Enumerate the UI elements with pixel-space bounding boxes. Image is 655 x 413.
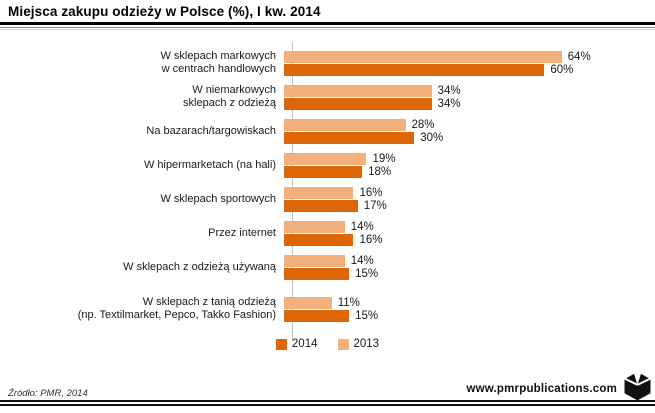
- bar-row-2014: 15%: [284, 267, 655, 280]
- category-group: W hipermarketach (na hali) 19% 18%: [0, 148, 655, 182]
- bar-row-2013: 11%: [284, 296, 655, 309]
- value-label-2014: 17%: [363, 199, 387, 212]
- bar-2014: [284, 131, 415, 144]
- bar-row-2014: 60%: [284, 63, 655, 76]
- bar-2013: [284, 84, 432, 97]
- value-label-2013: 11%: [337, 296, 360, 309]
- bar-2013: [284, 296, 332, 309]
- website-text: www.pmrpublications.com: [466, 383, 617, 395]
- bar-pair: 14% 15%: [284, 254, 655, 280]
- category-label: Przez internet: [208, 226, 276, 239]
- bar-pair: 16% 17%: [284, 186, 655, 212]
- legend-label-2014: 2014: [291, 338, 318, 350]
- category-label: W sklepach z odzieżą używaną: [123, 260, 276, 273]
- bar-2013: [284, 220, 345, 233]
- value-label-2013: 14%: [350, 220, 374, 233]
- category-group: Na bazarach/targowiskach 28% 30%: [0, 114, 655, 148]
- category-label: W hipermarketach (na hali): [143, 158, 276, 171]
- value-label-2013: 14%: [350, 254, 374, 267]
- bar-2013: [284, 50, 562, 63]
- bar-2013: [284, 254, 345, 267]
- bar-2014: [284, 309, 350, 322]
- bar-2013: [284, 118, 406, 131]
- value-label-2014: 60%: [550, 63, 574, 76]
- bar-row-2014: 30%: [284, 131, 655, 144]
- bar-chart: W sklepach markowych w centrach handlowyc…: [0, 42, 655, 350]
- bar-pair: 11% 15%: [284, 296, 655, 322]
- bar-row-2014: 17%: [284, 199, 655, 212]
- category-group: W sklepach z tanią odzieżą (np. Textilmar…: [0, 292, 655, 326]
- title-rule-thick: [0, 22, 655, 25]
- legend-swatch-2014-icon: [275, 338, 287, 350]
- legend-label-2013: 2013: [353, 338, 380, 350]
- bar-2014: [284, 267, 350, 280]
- value-label-2013: 34%: [437, 84, 461, 97]
- value-label-2013: 64%: [567, 50, 591, 63]
- bar-row-2013: 34%: [284, 84, 655, 97]
- category-label: W sklepach sportowych: [160, 192, 276, 205]
- chart-rows: W sklepach markowych w centrach handlowyc…: [0, 46, 655, 326]
- bar-row-2014: 15%: [284, 309, 655, 322]
- value-label-2014: 15%: [355, 309, 379, 322]
- category-label: W sklepach z tanią odzieżą (np. Textilmar…: [77, 296, 276, 321]
- category-group: Przez internet 14% 16%: [0, 216, 655, 250]
- bar-row-2013: 14%: [284, 220, 655, 233]
- category-group: W niemarkowych sklepach z odzieżą 34% 34%: [0, 80, 655, 114]
- title-rule-thin-light: [0, 29, 655, 30]
- value-label-2014: 16%: [359, 233, 383, 246]
- bar-row-2013: 14%: [284, 254, 655, 267]
- bar-2014: [284, 97, 432, 110]
- source-note: Źródło: PMR, 2014: [8, 388, 88, 399]
- bar-pair: 28% 30%: [284, 118, 655, 144]
- page-title: Miejsca zakupu odzieży w Polsce (%), I k…: [8, 4, 321, 19]
- value-label-2013: 16%: [359, 186, 383, 199]
- bar-2013: [284, 186, 354, 199]
- title-rule-thin: [0, 27, 655, 28]
- category-label: Na bazarach/targowiskach: [146, 124, 276, 137]
- bar-pair: 14% 16%: [284, 220, 655, 246]
- bar-row-2013: 16%: [284, 186, 655, 199]
- legend-item-2014: 2014: [275, 338, 318, 350]
- bar-row-2013: 19%: [284, 152, 655, 165]
- legend-item-2013: 2013: [337, 338, 380, 350]
- value-label-2014: 18%: [368, 165, 392, 178]
- bar-row-2014: 18%: [284, 165, 655, 178]
- bar-pair: 34% 34%: [284, 84, 655, 110]
- chart-footer: Źródło: PMR, 2014 www.pmrpublications.co…: [0, 369, 655, 413]
- legend-swatch-2013-icon: [337, 338, 349, 350]
- value-label-2014: 15%: [355, 267, 379, 280]
- value-label-2014: 34%: [437, 97, 461, 110]
- category-group: W sklepach markowych w centrach handlowyc…: [0, 46, 655, 80]
- chart-legend: 2014 2013: [0, 338, 655, 350]
- bottom-rule: [0, 400, 655, 406]
- category-group: W sklepach sportowych 16% 17%: [0, 182, 655, 216]
- bar-row-2014: 34%: [284, 97, 655, 110]
- category-group: W sklepach z odzieżą używaną 14% 15%: [0, 250, 655, 284]
- category-label: W sklepach markowych w centrach handlowyc…: [160, 50, 276, 75]
- bar-row-2013: 64%: [284, 50, 655, 63]
- bar-row-2013: 28%: [284, 118, 655, 131]
- bar-2013: [284, 152, 367, 165]
- bar-2014: [284, 199, 358, 212]
- bar-2014: [284, 63, 545, 76]
- value-label-2014: 30%: [420, 131, 444, 144]
- bar-pair: 64% 60%: [284, 50, 655, 76]
- value-label-2013: 19%: [372, 152, 396, 165]
- chart-header: Miejsca zakupu odzieży w Polsce (%), I k…: [0, 0, 655, 30]
- bar-2014: [284, 165, 363, 178]
- bar-2014: [284, 233, 354, 246]
- category-label: W niemarkowych sklepach z odzieżą: [183, 84, 276, 109]
- value-label-2013: 28%: [411, 118, 435, 131]
- pmr-cube-logo-icon: [624, 371, 651, 401]
- bar-pair: 19% 18%: [284, 152, 655, 178]
- bar-row-2014: 16%: [284, 233, 655, 246]
